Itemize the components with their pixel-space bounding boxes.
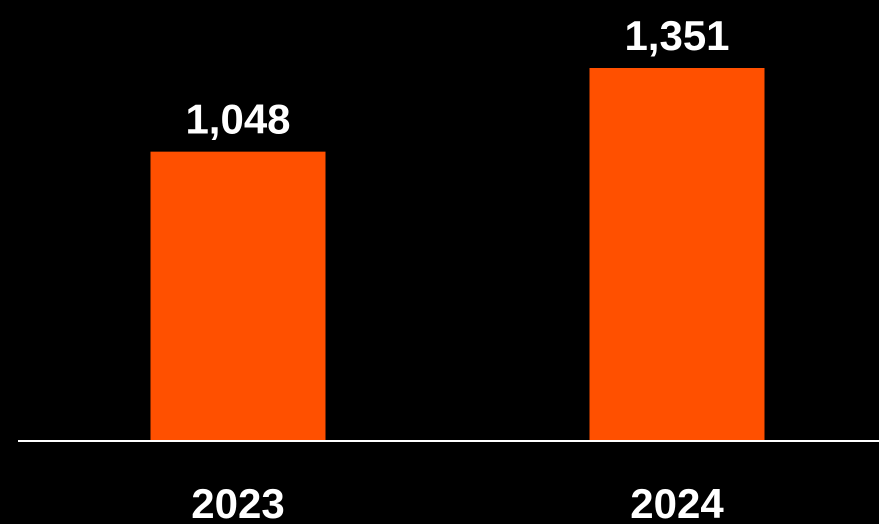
x-tick-labels-group: 2023 2024	[191, 480, 724, 524]
value-label-2024: 1,351	[624, 12, 729, 59]
bar-2024	[589, 68, 765, 441]
value-label-2023: 1,048	[185, 96, 290, 143]
bar-2023	[150, 151, 326, 441]
x-tick-label-2023: 2023	[191, 480, 284, 524]
value-labels-group: 1,048 1,351	[185, 12, 729, 143]
bars-group	[150, 68, 765, 441]
x-tick-label-2024: 2024	[630, 480, 724, 524]
